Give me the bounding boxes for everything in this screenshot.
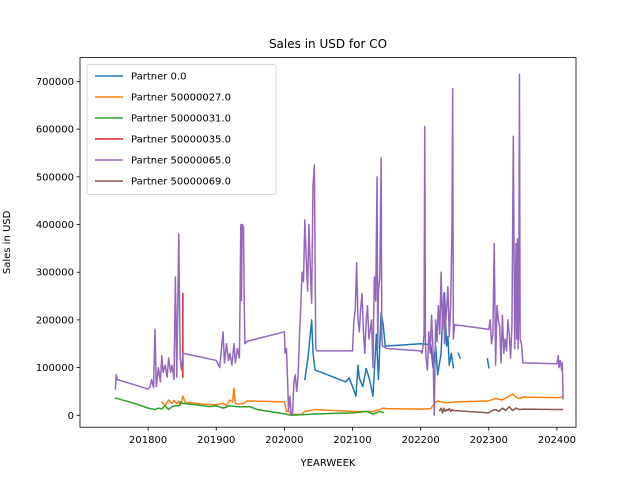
legend-label-5: Partner 50000069.0 xyxy=(131,177,231,188)
series-0-line-2 xyxy=(486,358,490,369)
legend-label-4: Partner 50000065.0 xyxy=(131,156,231,167)
legend-label-0: Partner 0.0 xyxy=(131,72,186,83)
y-tick-label-2: 200000 xyxy=(36,315,74,326)
x-tick-label-3: 202100 xyxy=(333,435,371,446)
y-tick-label-5: 500000 xyxy=(36,172,74,183)
x-tick-label-2: 202000 xyxy=(265,435,303,446)
legend-label-2: Partner 50000031.0 xyxy=(131,114,231,125)
y-tick-label-4: 400000 xyxy=(36,220,74,231)
x-axis-label: YEARWEEK xyxy=(300,458,356,469)
series-2 xyxy=(114,397,385,417)
legend-label-3: Partner 50000035.0 xyxy=(131,135,231,146)
x-tick-label-5: 202300 xyxy=(470,435,508,446)
y-tick-label-6: 600000 xyxy=(36,125,74,136)
legend: Partner 0.0 Partner 50000027.0 Partner 500… xyxy=(86,64,277,195)
x-tick-label-4: 202200 xyxy=(402,435,440,446)
series-1 xyxy=(160,387,564,416)
x-axis: 201800 201900 202000 202100 202200 202300 2024… xyxy=(129,427,576,446)
series-4 xyxy=(114,73,564,417)
legend-frame xyxy=(86,64,277,195)
y-axis: 0 100000 200000 300000 400000 500000 600000 700… xyxy=(36,77,80,422)
x-tick-label-0: 201800 xyxy=(129,435,167,446)
legend-label-1: Partner 50000027.0 xyxy=(131,93,231,104)
y-tick-label-3: 300000 xyxy=(36,268,74,279)
x-tick-label-1: 201900 xyxy=(197,435,235,446)
chart-title: Sales in USD for CO xyxy=(269,37,387,51)
y-tick-label-7: 700000 xyxy=(36,77,74,88)
series-layer xyxy=(114,73,564,417)
x-tick-label-6: 202400 xyxy=(538,435,576,446)
y-tick-label-1: 100000 xyxy=(36,363,74,374)
series-1-line-0 xyxy=(160,387,564,416)
series-5-line-0 xyxy=(438,405,564,414)
y-axis-label: Sales in USD xyxy=(2,210,13,274)
series-5 xyxy=(438,405,564,414)
series-0-line-1 xyxy=(457,352,462,360)
plot-area xyxy=(79,57,577,428)
plot-frame xyxy=(79,57,577,428)
series-4-line-0 xyxy=(114,73,564,417)
y-tick-label-0: 0 xyxy=(68,411,74,422)
series-2-line-0 xyxy=(114,397,385,417)
